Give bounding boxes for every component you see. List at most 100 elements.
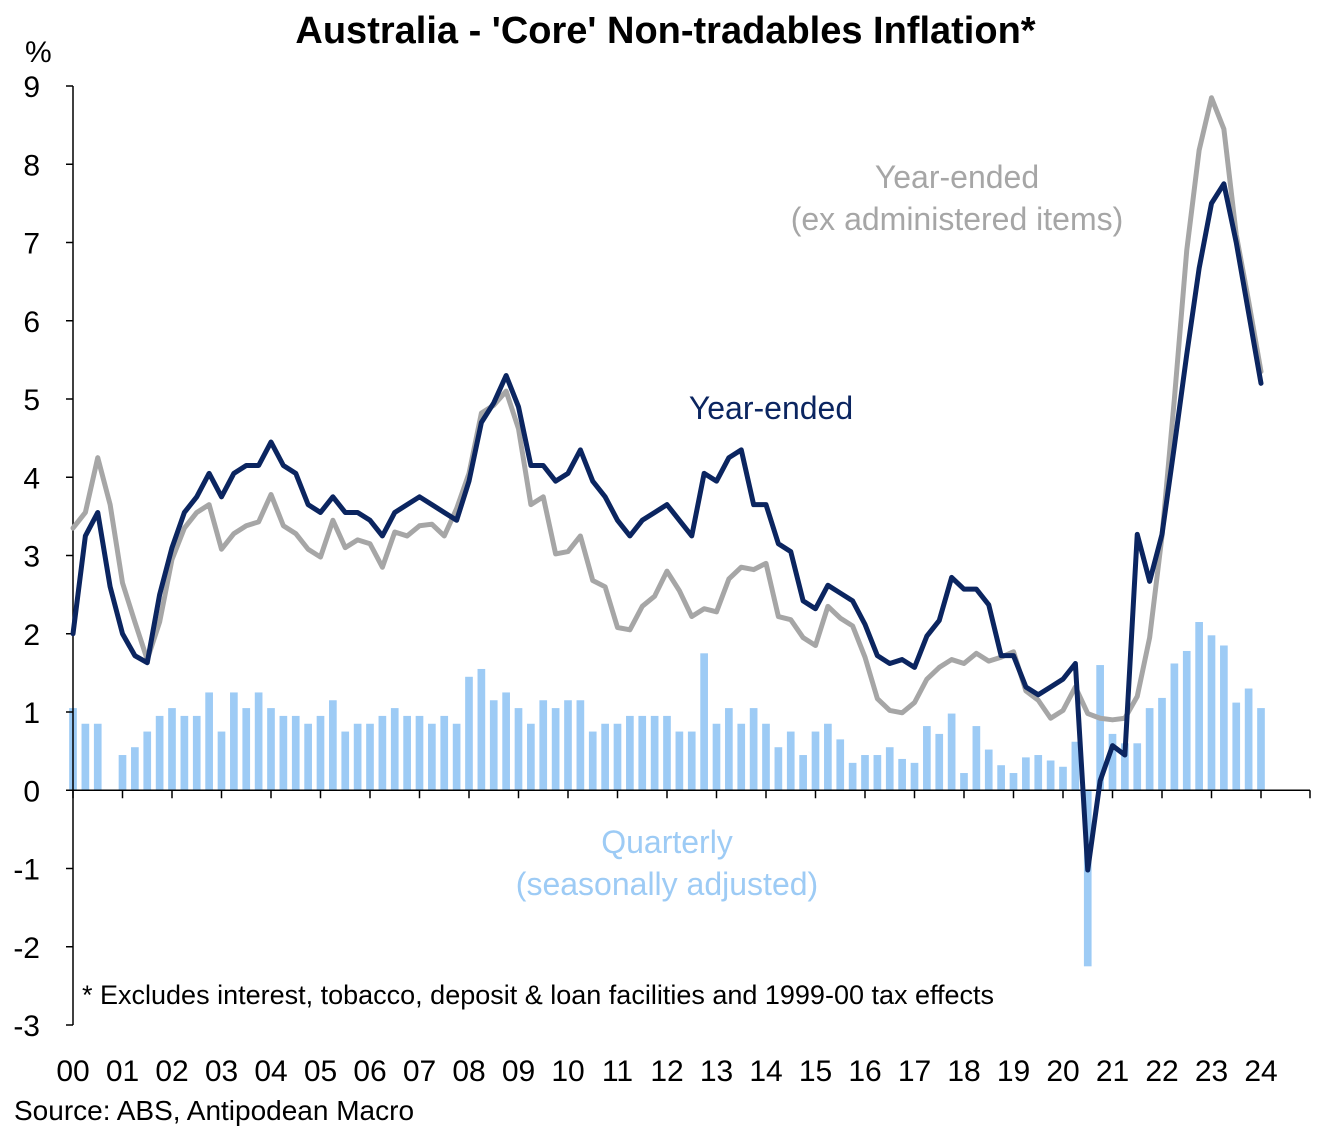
quarterly-bar [1145, 708, 1154, 791]
quarterly-bar [131, 747, 139, 791]
x-tick-label: 03 [205, 1055, 238, 1088]
x-tick-label: 00 [56, 1055, 89, 1088]
x-tick-label: 13 [700, 1055, 733, 1088]
quarterly-bar [1207, 635, 1216, 791]
x-tick-label: 06 [353, 1055, 386, 1088]
quarterly-bar [873, 755, 882, 791]
y-tick-label: 6 [23, 306, 40, 339]
quarterly-bar [217, 731, 226, 791]
footnote: * Excludes interest, tobacco, deposit & … [82, 980, 994, 1010]
source-note: Source: ABS, Antipodean Macro [14, 1095, 415, 1126]
series-lines [70, 95, 1264, 873]
y-tick-label: -3 [13, 1010, 40, 1043]
quarterly-bar [638, 715, 647, 791]
quarterly-bar [1059, 766, 1067, 791]
quarterly-bar [143, 731, 152, 791]
quarterly-bar [341, 731, 350, 791]
quarterly-bar [885, 747, 894, 791]
quarterly-bar [168, 708, 176, 791]
quarterly-bar [1083, 790, 1092, 967]
quarterly-bar [712, 723, 721, 791]
y-tick-label: 9 [23, 71, 40, 104]
quarterly-bar [279, 715, 288, 791]
quarterly-bar [551, 708, 560, 791]
quarterly-bar [626, 715, 634, 791]
x-tick-label: 18 [947, 1055, 980, 1088]
quarterly-bar [415, 715, 424, 791]
quarterly-bar [1244, 688, 1253, 791]
x-tick-label: 02 [155, 1055, 188, 1088]
quarterly-bar [848, 762, 857, 791]
quarterly-bar [898, 758, 906, 791]
y-tick-label: 7 [23, 228, 40, 261]
x-tick-label: 15 [799, 1055, 832, 1088]
chart-title: Australia - 'Core' Non-tradables Inflati… [295, 10, 1036, 52]
quarterly-bar [984, 749, 993, 791]
x-tick-label: 08 [452, 1055, 485, 1088]
x-tick-label: 24 [1244, 1055, 1277, 1088]
quarterly-bar [440, 715, 449, 791]
quarterly-bar [366, 723, 374, 791]
quarterly-bar [687, 731, 696, 791]
y-tick-label: 8 [23, 149, 40, 182]
year-ended-line [70, 181, 1264, 873]
quarterly-bar [304, 723, 312, 791]
quarterly-bar [329, 700, 337, 791]
y-unit-label: % [25, 36, 52, 69]
quarterly-bar [960, 773, 968, 791]
quarterly-bar [1195, 622, 1203, 791]
quarterly-bar [291, 715, 300, 791]
x-tick-label: 22 [1145, 1055, 1178, 1088]
y-tick-label: 2 [23, 619, 40, 652]
x-tick-label: 14 [749, 1055, 782, 1088]
quarterly-bar [452, 723, 461, 791]
quarterly-bar [502, 692, 510, 791]
quarterly-bar [1046, 760, 1055, 791]
annotations: Year-ended (ex administered items) Year-en… [82, 159, 1123, 1010]
year-ended-ex-administered-line [70, 95, 1264, 723]
x-tick-label: 11 [602, 1055, 633, 1088]
quarterly-bar [1034, 755, 1043, 791]
quarterly-bar [1071, 741, 1080, 791]
quarterly-bar [749, 708, 758, 791]
x-tick-label: 17 [898, 1055, 931, 1088]
x-tick-label: 01 [106, 1055, 139, 1088]
quarterly-bar [539, 700, 548, 791]
x-tick-label: 10 [551, 1055, 584, 1088]
quarterly-bar [786, 731, 795, 791]
y-tick-label: -1 [13, 854, 40, 887]
label-quarterly: Quarterly [601, 824, 733, 860]
quarterly-bars [69, 622, 1265, 967]
quarterly-bar [824, 723, 832, 791]
quarterly-bar [663, 715, 671, 791]
quarterly-bar [675, 731, 684, 791]
quarterly-bar [403, 715, 411, 791]
label-quarterly: (seasonally adjusted) [516, 866, 818, 902]
quarterly-bar [799, 755, 807, 791]
quarterly-bar [1108, 733, 1117, 791]
quarterly-bar [1096, 665, 1104, 791]
quarterly-bar [378, 715, 387, 791]
quarterly-bar [93, 723, 102, 791]
quarterly-bar [725, 708, 733, 791]
quarterly-bar [1182, 650, 1191, 791]
quarterly-bar [1170, 663, 1179, 791]
quarterly-bar [205, 692, 213, 791]
label-year-ended-ex-administered: (ex administered items) [791, 201, 1124, 237]
quarterly-bar [465, 676, 473, 791]
quarterly-bar [192, 715, 201, 791]
quarterly-bar [1257, 708, 1265, 791]
quarterly-bar [601, 723, 609, 791]
quarterly-bar [477, 668, 486, 791]
quarterly-bar [700, 653, 708, 791]
x-tick-label: 04 [254, 1055, 287, 1088]
quarterly-bar [836, 739, 845, 791]
x-tick-label: 20 [1046, 1055, 1079, 1088]
quarterly-bar [910, 762, 919, 791]
label-year-ended: Year-ended [689, 390, 853, 426]
quarterly-bar [972, 726, 981, 791]
quarterly-bar [155, 715, 164, 791]
quarterly-bar [316, 715, 325, 791]
quarterly-bar [923, 726, 931, 791]
